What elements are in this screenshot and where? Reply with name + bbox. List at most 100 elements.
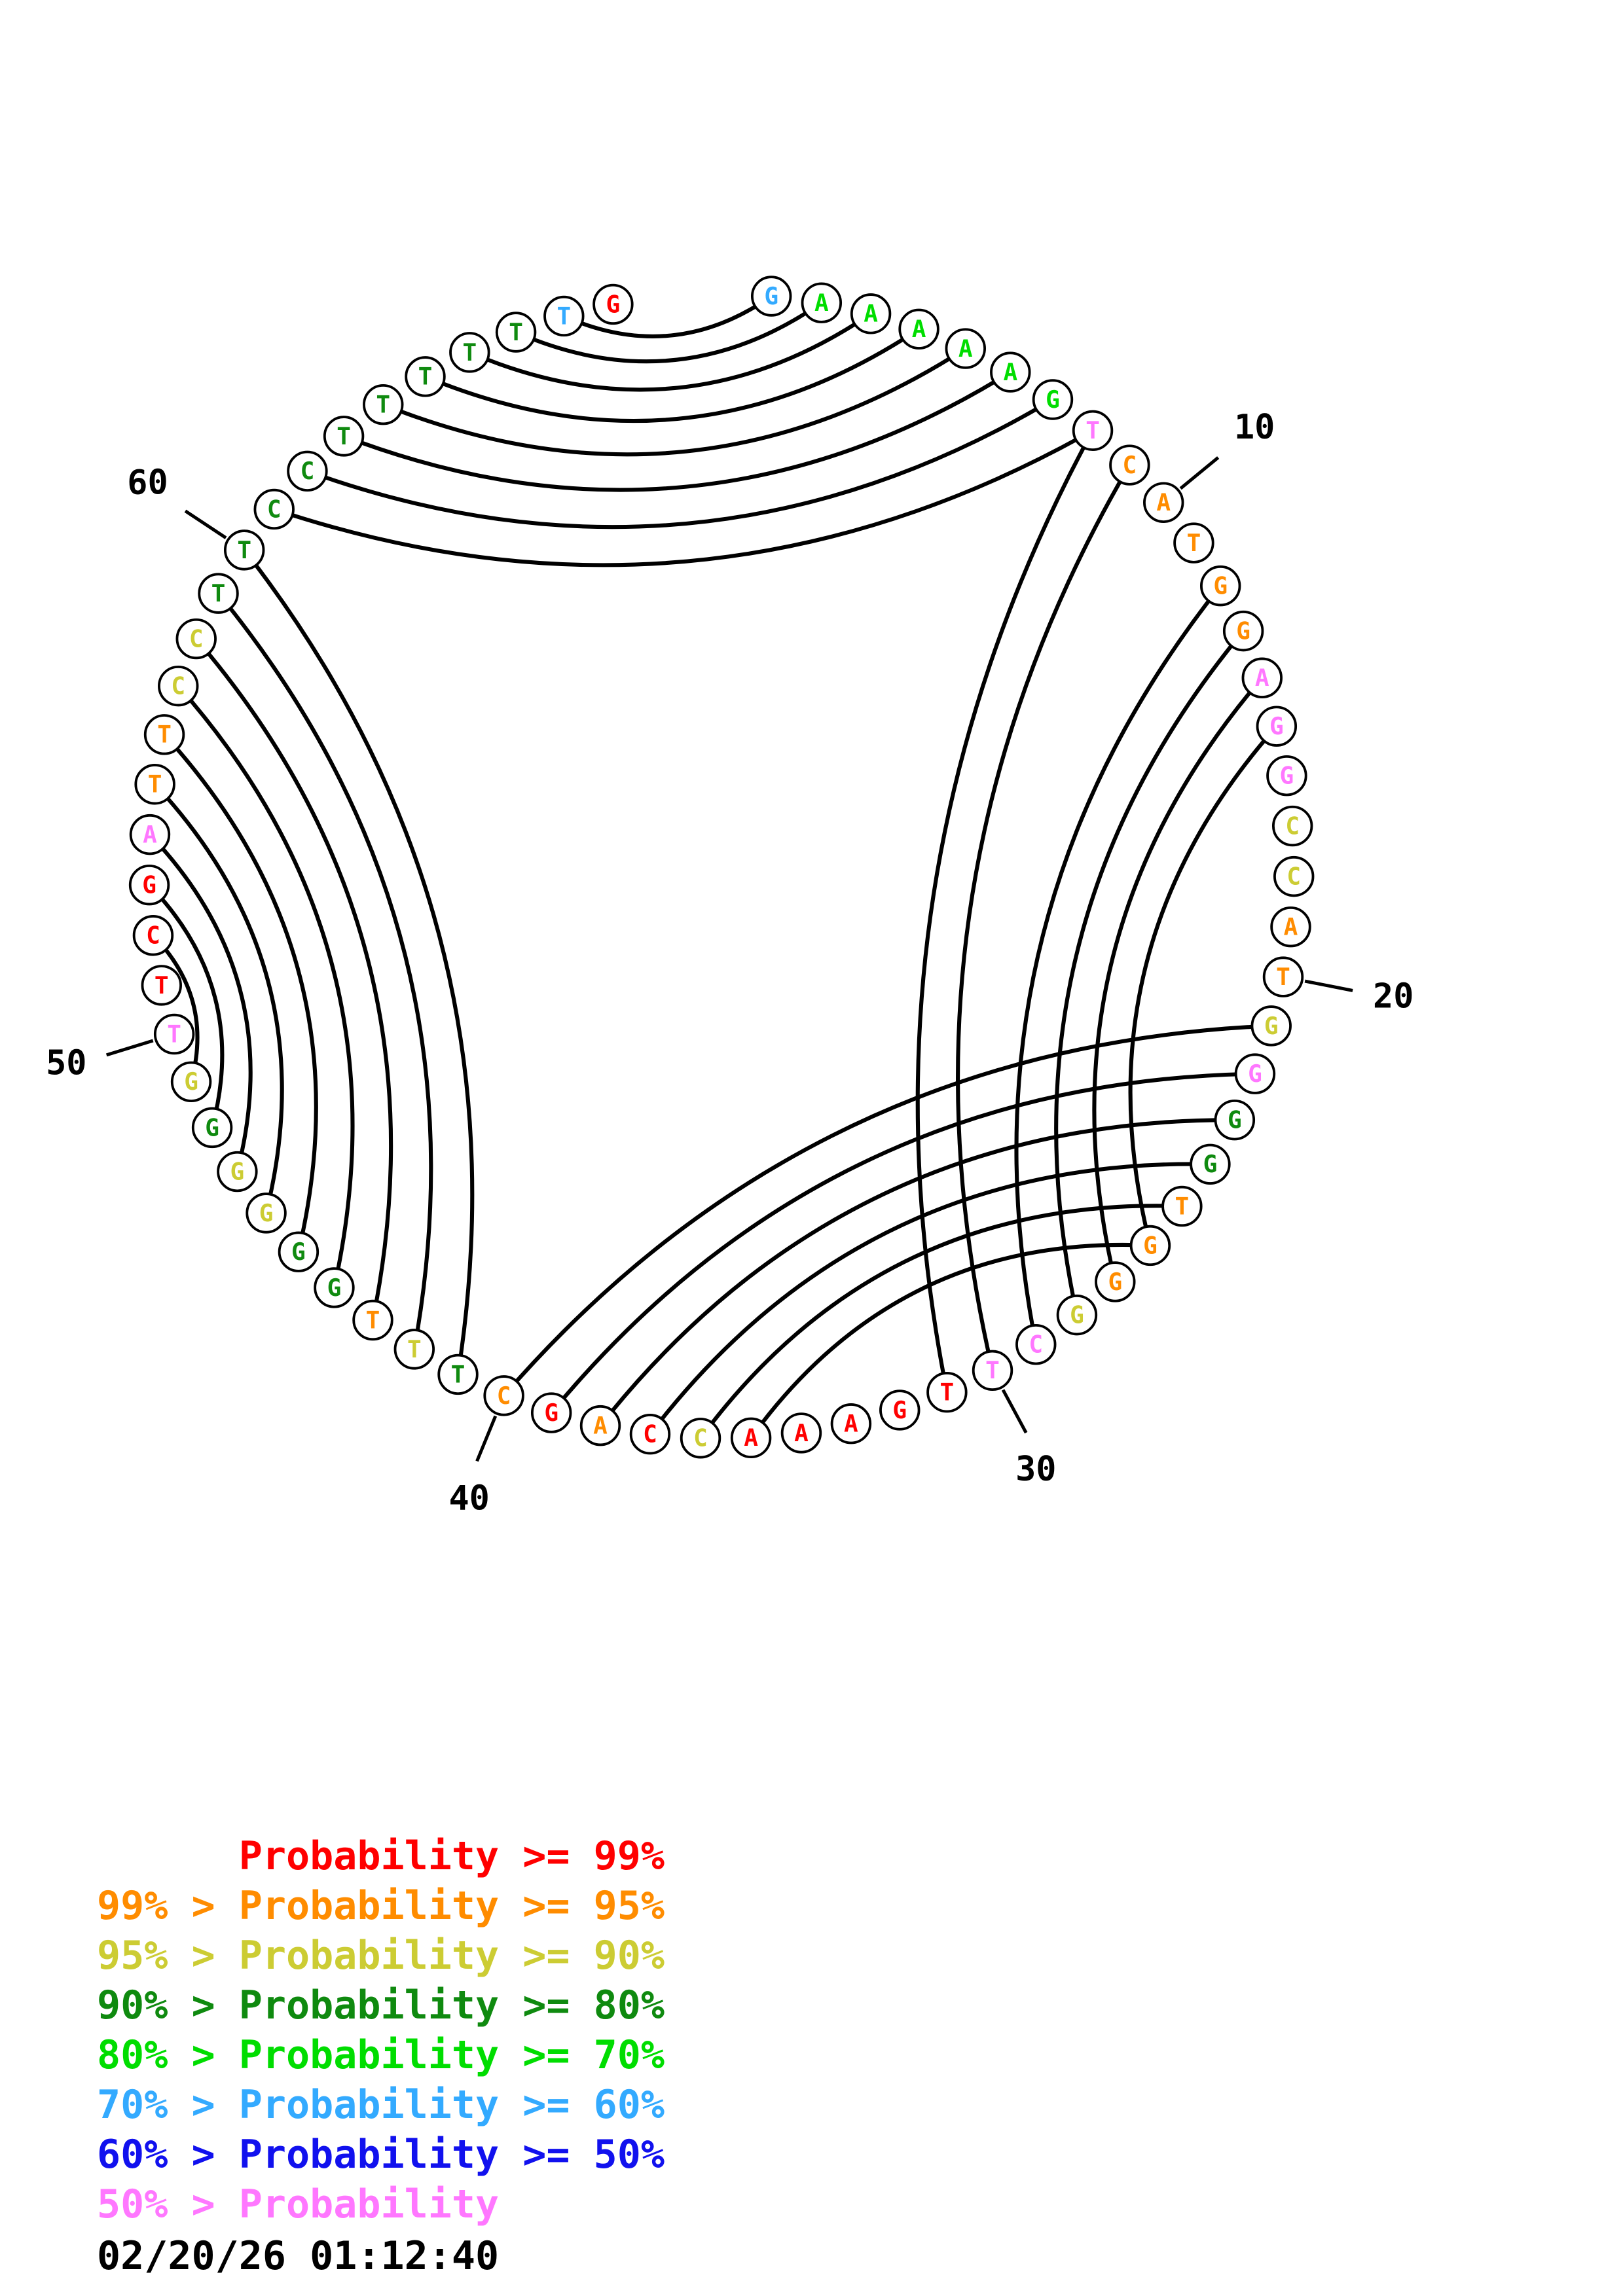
nucleotide-circle xyxy=(253,488,295,530)
legend-item-below50: 50% > Probability xyxy=(97,2181,500,2227)
nucleotide-letter: T xyxy=(940,1379,955,1407)
nucleotide-circle xyxy=(801,282,843,323)
nucleotide-circle xyxy=(750,276,792,317)
nucleotide-circle xyxy=(153,1013,195,1055)
legend-item-60: 70% > Probability >= 60% xyxy=(97,2082,665,2128)
nucleotide: T xyxy=(1161,1185,1203,1227)
nucleotide-letter: T xyxy=(556,302,571,330)
nucleotide-circle xyxy=(1056,1294,1098,1336)
nucleotide: G xyxy=(1250,1005,1292,1047)
nucleotide-letter: C xyxy=(171,673,185,700)
nucleotide-circle xyxy=(945,328,986,369)
base-pair-arc xyxy=(514,300,824,364)
tick-line xyxy=(105,1039,154,1057)
nucleotide-letter: G xyxy=(1046,386,1060,414)
nucleotide-letter: T xyxy=(366,1306,380,1334)
nucleotide-circle xyxy=(1234,1053,1276,1094)
nucleotide-circle xyxy=(393,1329,435,1370)
nucleotide: C xyxy=(483,1375,524,1416)
nucleotide: G xyxy=(1234,1053,1276,1094)
nucleotide-letter: A xyxy=(814,289,829,317)
base-pair-arc xyxy=(342,370,1013,492)
nucleotide-circle xyxy=(1256,706,1298,747)
nucleotide-letter: G xyxy=(1203,1151,1218,1178)
nucleotide-letter: A xyxy=(958,335,973,363)
nucleotide-circle xyxy=(879,1390,921,1431)
base-pair-arc xyxy=(153,782,284,1215)
base-pair-arc xyxy=(501,1024,1273,1398)
nucleotide: A xyxy=(850,293,892,334)
nucleotide-letter: T xyxy=(509,319,523,346)
nucleotide-circle xyxy=(593,283,634,325)
nucleotide: G xyxy=(1214,1099,1256,1141)
tick-line xyxy=(475,1415,498,1462)
nucleotide-circle xyxy=(1032,379,1074,420)
nucleotide: T xyxy=(323,416,365,457)
nucleotide-letter: T xyxy=(337,423,351,450)
nucleotide: A xyxy=(801,282,843,323)
base-pair-arc xyxy=(147,883,225,1130)
base-pair-arc xyxy=(1054,629,1246,1318)
base-pair-arc xyxy=(151,933,200,1084)
nucleotide: C xyxy=(1273,855,1315,897)
nucleotide: G xyxy=(1199,565,1241,607)
nucleotide: T xyxy=(143,714,185,755)
nucleotide-letter: C xyxy=(267,495,282,523)
nucleotide-letter: G xyxy=(892,1397,907,1424)
nucleotides: G A AAAAGTCATGGAGGCCATGGGGTGGGCTTGAAACCAGC… xyxy=(128,276,1315,1459)
legend-item-95: 99% > Probability >= 95% xyxy=(97,1883,665,1929)
base-pair-arc xyxy=(549,1071,1257,1415)
nucleotide: T xyxy=(393,1329,435,1370)
nucleotide-circle xyxy=(141,965,182,1006)
nucleotide-circle xyxy=(223,529,265,571)
nucleotide-circle xyxy=(128,864,170,906)
nucleotide: G xyxy=(1095,1261,1136,1302)
nucleotide-letter: T xyxy=(1187,529,1201,557)
base-pair-arc xyxy=(176,684,355,1290)
base-pair-arc xyxy=(305,397,1055,529)
nucleotide: G xyxy=(1256,706,1298,747)
nucleotide: C xyxy=(680,1418,721,1459)
nucleotide: G xyxy=(1056,1294,1098,1336)
legend-item-50: 60% > Probability >= 50% xyxy=(97,2132,665,2178)
nucleotide: G xyxy=(530,1392,572,1433)
nucleotide: A xyxy=(1143,482,1184,524)
position-label: 60 xyxy=(127,463,168,502)
nucleotide-letter: G xyxy=(544,1399,558,1427)
nucleotide: C xyxy=(1109,444,1150,486)
nucleotide: C xyxy=(287,450,328,492)
nucleotide: T xyxy=(495,312,537,353)
nucleotide: T xyxy=(1262,956,1304,997)
position-label: 50 xyxy=(46,1043,86,1083)
nucleotide: T xyxy=(223,529,265,571)
nucleotide-letter: C xyxy=(643,1421,657,1448)
nucleotide-letter: T xyxy=(376,391,390,419)
nucleotide: A xyxy=(898,308,939,350)
nucleotide-letter: T xyxy=(407,1336,422,1363)
nucleotide: G xyxy=(128,864,170,906)
legend-item-90: 95% > Probability >= 90% xyxy=(97,1933,665,1979)
nucleotide: A xyxy=(730,1417,772,1459)
nucleotide-circle xyxy=(314,1267,355,1308)
nucleotide-letter: T xyxy=(418,363,433,391)
position-ticks: 10 20 30 40 50 60 xyxy=(46,408,1413,1518)
nucleotide-letter: T xyxy=(148,771,162,798)
nucleotide-letter: A xyxy=(143,821,157,848)
nucleotide-circle xyxy=(1214,1099,1256,1141)
nucleotide-circle xyxy=(191,1107,233,1149)
nucleotide-circle xyxy=(495,312,537,353)
nucleotide-circle xyxy=(1266,755,1307,797)
nucleotide-circle xyxy=(1015,1323,1057,1365)
nucleotide: A xyxy=(1241,657,1283,698)
nucleotide-letter: T xyxy=(462,339,477,367)
nucleotide-letter: G xyxy=(1070,1302,1084,1329)
nucleotide-letter: C xyxy=(189,625,204,653)
base-pair-arc xyxy=(1092,675,1264,1284)
base-pair-arc xyxy=(562,294,774,338)
nucleotide-letter: A xyxy=(1284,914,1298,941)
nucleotide-circle xyxy=(483,1375,524,1416)
nucleotide-circle xyxy=(134,764,175,805)
nucleotide: C xyxy=(132,915,174,956)
